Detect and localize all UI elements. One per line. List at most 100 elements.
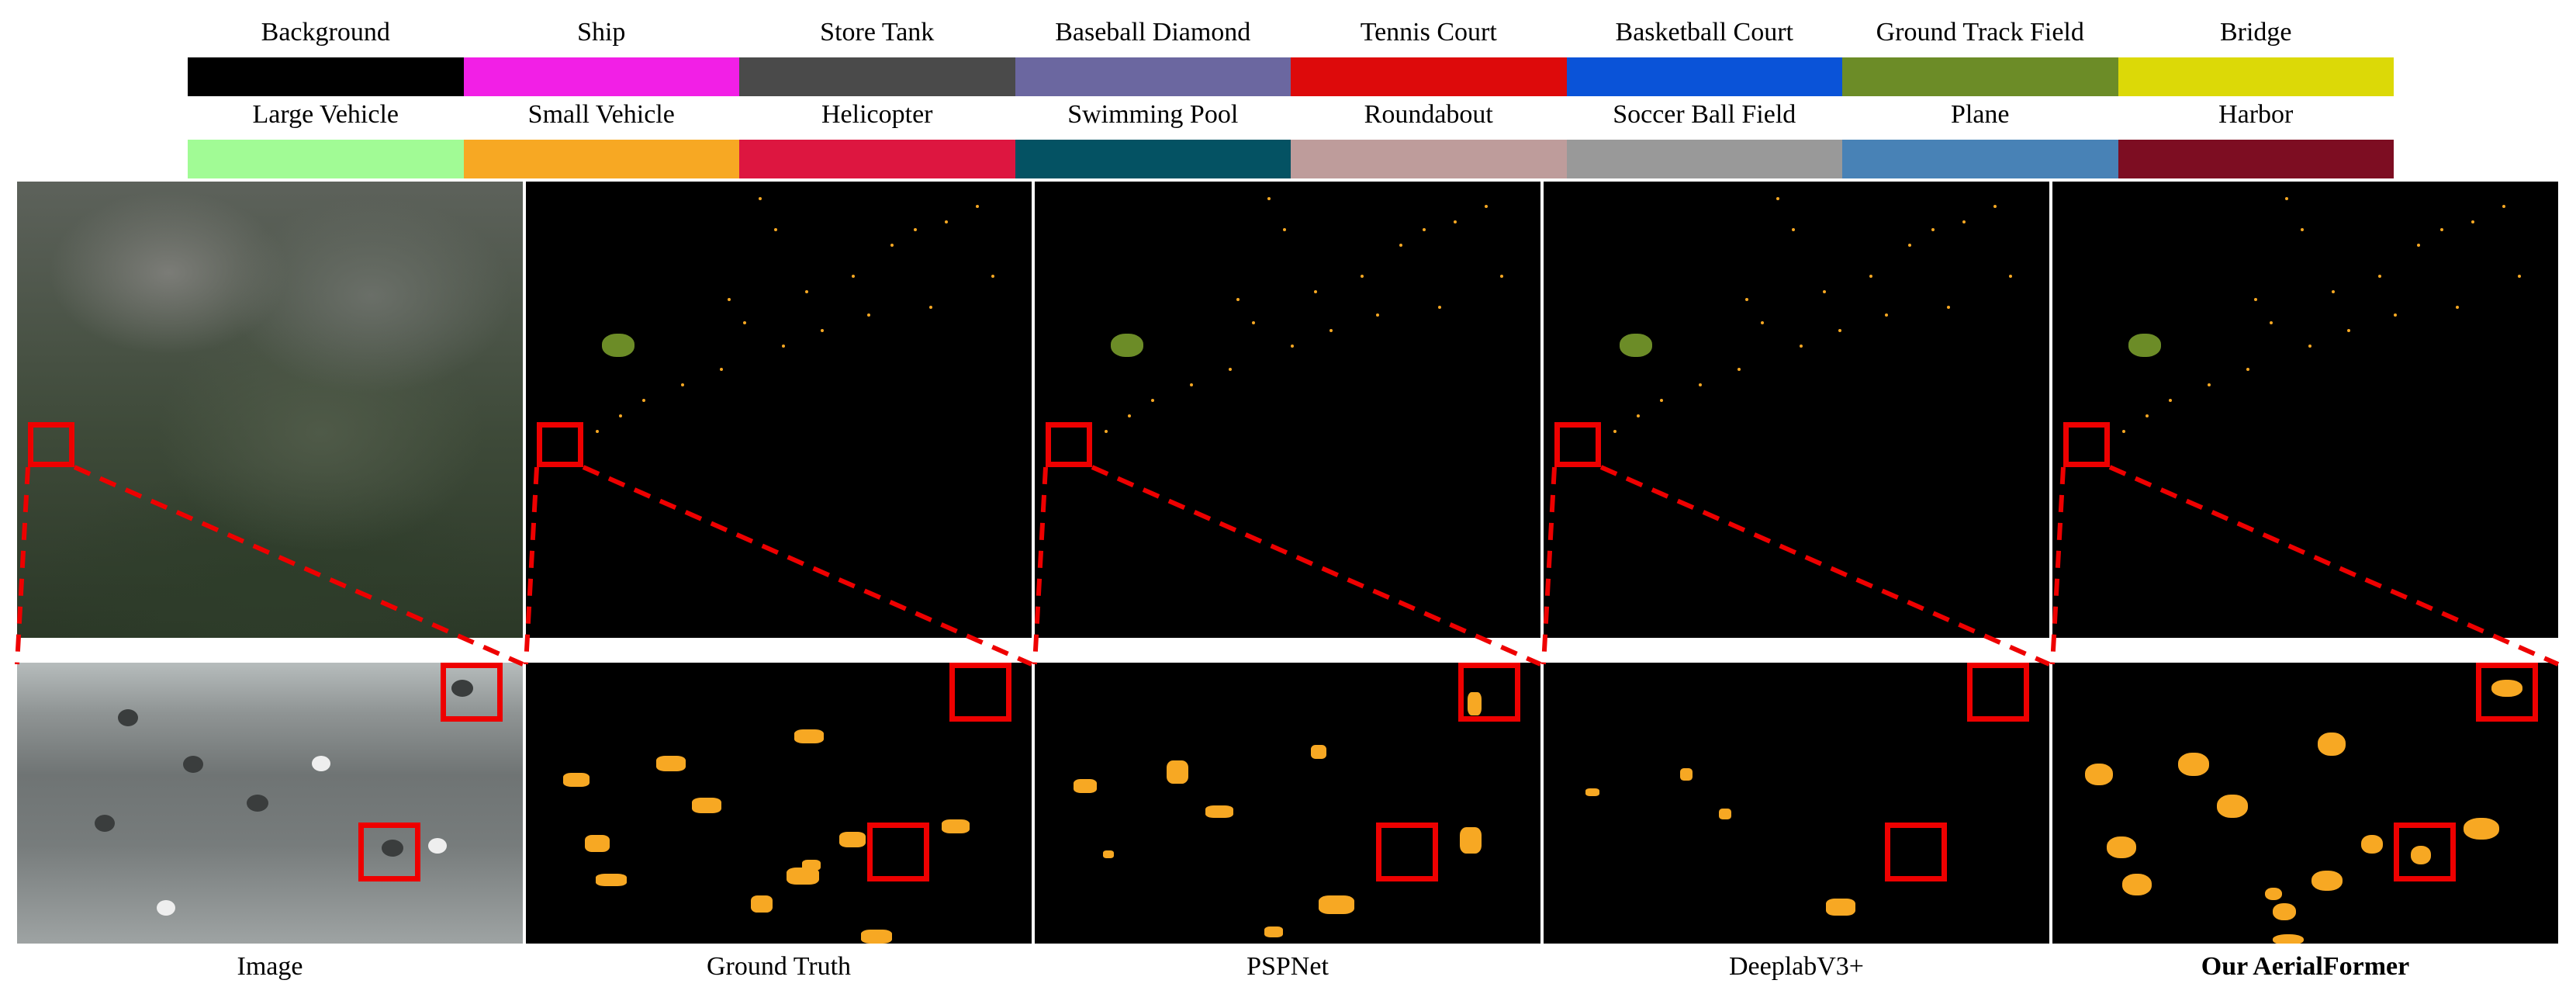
highlight-box — [28, 422, 74, 467]
vehicle-speckle — [1908, 244, 1911, 247]
vehicle-speckle — [890, 244, 894, 247]
vehicle-mark — [2085, 764, 2113, 785]
legend-swatch — [1015, 57, 1291, 96]
column-ground-truth — [526, 182, 1032, 944]
vehicle-speckle — [728, 298, 731, 301]
vehicle-speckle — [1252, 321, 1255, 324]
vehicle-speckle — [2254, 298, 2257, 301]
vehicle-speckle — [2378, 275, 2381, 278]
vehicle-mark — [585, 835, 610, 852]
vehicle-mark — [247, 795, 268, 812]
legend-item: Bridge — [2118, 11, 2394, 96]
vehicle-mark — [2273, 934, 2304, 944]
legend-label: Soccer Ball Field — [1613, 100, 1796, 129]
vehicle-speckle — [1236, 298, 1240, 301]
vehicle-mark — [157, 900, 175, 916]
legend-item: Basketball Court — [1566, 11, 1842, 96]
vehicle-speckle — [1738, 368, 1741, 371]
highlight-box — [949, 663, 1011, 722]
vehicle-speckle — [1291, 345, 1294, 348]
vehicle-speckle — [2208, 383, 2211, 386]
vehicle-mark — [1205, 805, 1233, 818]
legend-swatch — [1291, 57, 1567, 96]
vehicle-speckle — [945, 220, 948, 223]
vehicle-speckle — [821, 329, 824, 332]
highlight-box — [1376, 823, 1438, 881]
vehicle-mark — [428, 838, 447, 854]
vehicle-speckle — [720, 368, 723, 371]
vehicle-speckle — [1838, 329, 1841, 332]
vehicle-speckle — [2332, 290, 2335, 293]
vehicle-speckle — [1869, 275, 1872, 278]
vehicle-mark — [1167, 760, 1188, 784]
vehicle-mark — [2361, 835, 2383, 854]
vehicle-mark — [1719, 809, 1731, 819]
vehicle-mark — [563, 773, 590, 787]
vehicle-speckle — [1423, 228, 1426, 231]
legend-item: Plane — [1842, 93, 2118, 178]
vehicle-mark — [794, 729, 824, 743]
legend-swatch — [2118, 57, 2394, 96]
vehicle-speckle — [929, 306, 932, 309]
vehicle-speckle — [2417, 244, 2420, 247]
caption-aerialformer: Our AerialFormer — [2201, 952, 2410, 981]
legend-swatch — [1566, 57, 1842, 96]
vehicle-speckle — [852, 275, 855, 278]
column-pspnet — [1035, 182, 1540, 944]
caption-ground-truth: Ground Truth — [706, 952, 852, 981]
vehicle-speckle — [991, 275, 994, 278]
vehicle-speckle — [642, 399, 645, 402]
vehicle-speckle — [805, 290, 808, 293]
legend-swatch — [188, 140, 464, 178]
vehicle-speckle — [2394, 313, 2397, 317]
vehicle-speckle — [1823, 290, 1826, 293]
caption-image: Image — [237, 952, 303, 981]
highlight-box — [537, 422, 583, 467]
vehicle-speckle — [1399, 244, 1402, 247]
legend-swatch — [739, 57, 1015, 96]
vehicle-speckle — [1376, 313, 1379, 317]
legend-item: Ship — [463, 11, 739, 96]
highlight-box — [441, 663, 503, 722]
vehicle-speckle — [596, 430, 599, 433]
legend-swatch — [1842, 57, 2118, 96]
legend-label: Bridge — [2219, 18, 2292, 47]
vehicle-speckle — [759, 197, 762, 200]
vehicle-speckle — [2009, 275, 2012, 278]
highlight-box — [358, 823, 420, 881]
vehicle-speckle — [1761, 321, 1764, 324]
vehicle-mark — [118, 709, 138, 726]
segmentation-map — [2052, 182, 2558, 638]
vehicle-mark — [2311, 871, 2343, 891]
zoomed-segmentation — [2052, 663, 2558, 944]
vehicle-speckle — [1283, 228, 1286, 231]
vehicle-mark — [451, 680, 473, 697]
caption-pspnet: PSPNet — [1247, 952, 1329, 981]
legend-swatch — [1842, 140, 2118, 178]
vehicle-speckle — [1128, 414, 1131, 417]
vehicle-speckle — [1931, 228, 1935, 231]
vehicle-speckle — [1105, 430, 1108, 433]
ground-track-field — [1620, 334, 1652, 357]
vehicle-speckle — [743, 321, 746, 324]
vehicle-speckle — [1800, 345, 1803, 348]
vehicle-mark — [2464, 818, 2499, 840]
legend-swatch — [463, 57, 739, 96]
highlight-box — [1458, 663, 1520, 722]
vehicle-speckle — [1151, 399, 1154, 402]
segmentation-map — [1544, 182, 2049, 638]
vehicle-mark — [1680, 768, 1693, 781]
legend-label: Basketball Court — [1615, 18, 1793, 47]
vehicle-speckle — [2347, 329, 2350, 332]
vehicle-mark — [1585, 788, 1599, 796]
vehicle-speckle — [1329, 329, 1333, 332]
legend-item: Harbor — [2118, 93, 2394, 178]
vehicle-mark — [2178, 753, 2209, 776]
vehicle-speckle — [2270, 321, 2273, 324]
vehicle-speckle — [1267, 197, 1271, 200]
vehicle-speckle — [1947, 306, 1950, 309]
vehicle-mark — [692, 798, 721, 813]
vehicle-mark — [839, 832, 866, 847]
vehicle-mark — [2265, 888, 2282, 900]
legend-label: Baseball Diamond — [1055, 18, 1251, 47]
